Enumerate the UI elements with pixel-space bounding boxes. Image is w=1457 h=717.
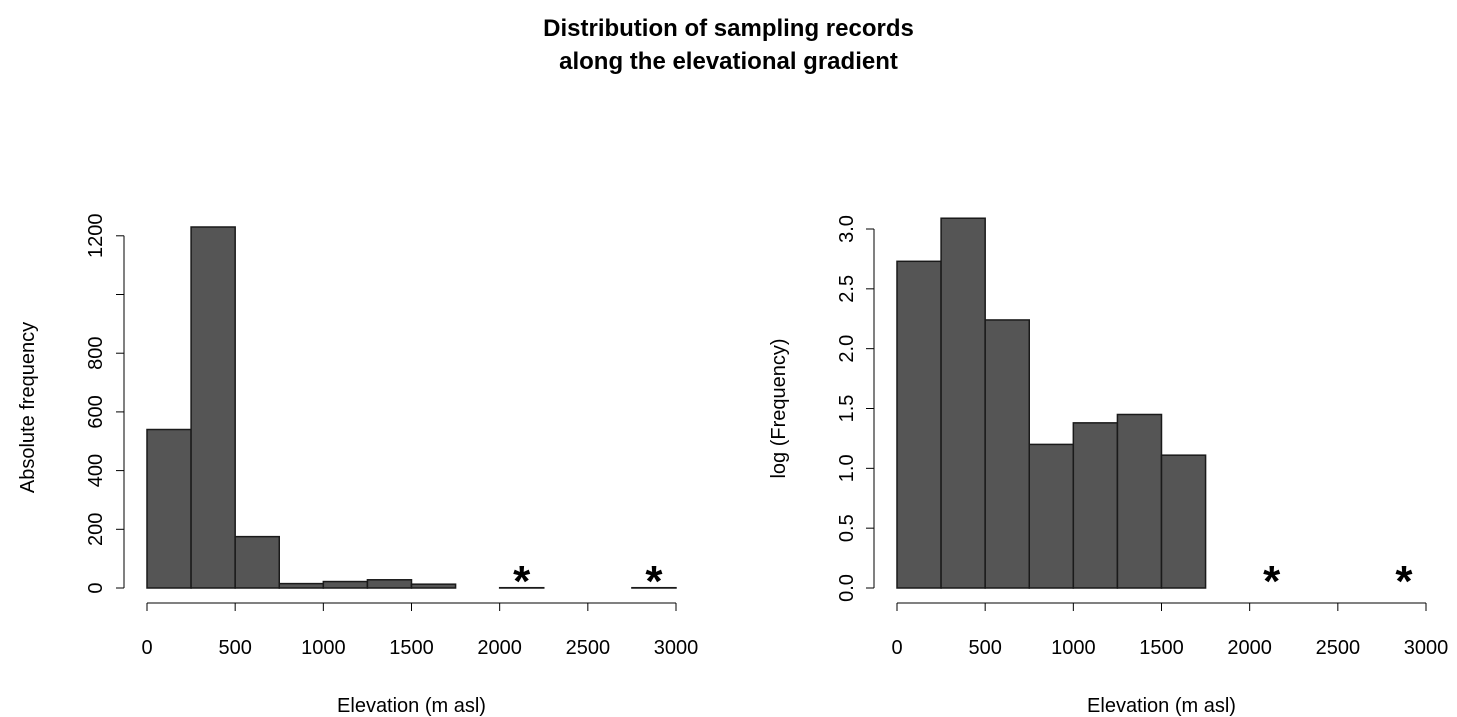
panel-2-y-tick-label: 1.0 bbox=[836, 454, 858, 482]
panel-2-x-tick-label: 3000 bbox=[1404, 637, 1449, 659]
panel-1-y-tick-label: 800 bbox=[85, 337, 107, 370]
panel-1-x-tick-label: 1500 bbox=[389, 637, 434, 659]
panel-2-annotation-asterisk: * bbox=[1263, 557, 1281, 606]
panel-1-histogram-bar bbox=[322, 580, 369, 589]
panel-2-histogram-bar bbox=[1116, 413, 1163, 589]
panel-1-y-axis-label: Absolute frequency bbox=[17, 322, 39, 493]
panel-2-y-tick-label: 2.0 bbox=[836, 335, 858, 363]
panel-2-x-tick-label: 500 bbox=[968, 637, 1001, 659]
panel-2-y-tick-label: 0.5 bbox=[836, 514, 858, 542]
panel-1-y-tick-label: 600 bbox=[85, 395, 107, 428]
panel-1-x-tick-label: 2000 bbox=[477, 637, 522, 659]
panel-1-histogram-bar bbox=[146, 428, 192, 589]
panel-2-y-tick-label: 1.5 bbox=[836, 395, 858, 423]
panel-2-x-axis-label: Elevation (m asl) bbox=[1087, 695, 1236, 717]
panel-1-annotation-asterisk: * bbox=[645, 557, 663, 606]
panel-2-y-axis-label: log (Frequency) bbox=[768, 338, 790, 478]
panel-1-y-tick-label: 0 bbox=[85, 582, 107, 593]
panel-2-histogram-bar bbox=[1160, 454, 1207, 589]
panel-1-x-tick-label: 0 bbox=[141, 637, 152, 659]
panel-1-histogram-bar bbox=[234, 535, 281, 589]
panel-1-histogram-bar bbox=[190, 226, 236, 589]
chart-title-line-2: along the elevational gradient bbox=[559, 48, 898, 75]
panel-2-y-tick-label: 2.5 bbox=[836, 275, 858, 303]
panel-1-annotation-asterisk: * bbox=[513, 557, 531, 606]
panel-2-histogram-bar bbox=[1028, 443, 1075, 589]
panel-1-x-tick-label: 3000 bbox=[654, 637, 699, 659]
panel-2-x-tick-label: 1500 bbox=[1139, 637, 1184, 659]
panel-1-y-tick-label: 1200 bbox=[85, 214, 107, 259]
panel-1-y-tick-label: 200 bbox=[85, 513, 107, 546]
panel-2-x-tick-label: 2000 bbox=[1227, 637, 1272, 659]
panel-1-histogram-bar bbox=[410, 583, 457, 589]
panel-2-histogram-bar bbox=[1072, 422, 1119, 589]
panel-1-x-axis-label: Elevation (m asl) bbox=[337, 695, 486, 717]
panel-1-x-tick-label: 2500 bbox=[566, 637, 611, 659]
panel-1-histogram-bar bbox=[278, 582, 325, 589]
panel-2-annotation-asterisk: * bbox=[1395, 557, 1413, 606]
panel-1-histogram-bar bbox=[366, 579, 413, 589]
panel-1-x-tick-label: 1000 bbox=[301, 637, 346, 659]
panel-2-x-tick-label: 1000 bbox=[1051, 637, 1096, 659]
panel-2-histogram-bar bbox=[896, 260, 942, 589]
panel-2-x-tick-label: 2500 bbox=[1316, 637, 1361, 659]
panel-1-x-tick-label: 500 bbox=[218, 637, 251, 659]
panel-2-histogram-bar bbox=[940, 217, 986, 589]
panel-2-histogram-bar bbox=[984, 319, 1031, 589]
panel-2-y-tick-label: 0.0 bbox=[836, 574, 858, 602]
panel-1-y-tick-label: 400 bbox=[85, 454, 107, 487]
chart-title-line-1: Distribution of sampling records bbox=[543, 15, 914, 42]
panel-2-x-tick-label: 0 bbox=[891, 637, 902, 659]
panel-2-y-tick-label: 3.0 bbox=[836, 215, 858, 243]
